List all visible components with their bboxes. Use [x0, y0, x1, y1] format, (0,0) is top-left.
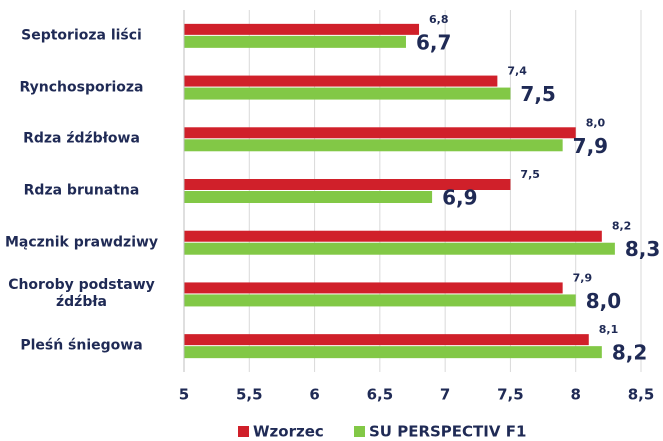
- x-tick-label: 7: [440, 386, 450, 404]
- value-label: 7,9: [573, 134, 608, 158]
- bar: [184, 346, 602, 359]
- bar: [184, 35, 406, 48]
- category-label: Choroby podstawy źdźbła: [8, 277, 155, 311]
- value-label: 7,9: [573, 271, 593, 284]
- bar: [184, 191, 433, 203]
- legend-swatch: [238, 426, 249, 437]
- value-label: 8,2: [612, 220, 632, 233]
- bar: [184, 75, 498, 87]
- category-label: Rdza brunatna: [23, 182, 140, 199]
- value-label: 8,3: [625, 237, 660, 261]
- bar: [184, 23, 420, 35]
- x-tick-label: 5: [179, 386, 189, 404]
- value-label: 8,0: [586, 116, 606, 129]
- x-tick-label: 5,5: [236, 386, 263, 404]
- category-label: Pleśń śniegowa: [20, 337, 143, 354]
- category-label: Rdza źdźbłowa: [23, 130, 140, 147]
- category-label: Septorioza liści: [21, 27, 142, 44]
- x-tick-label: 8,5: [628, 386, 655, 404]
- x-tick-label: 8: [570, 386, 580, 404]
- value-label: 7,5: [520, 82, 555, 106]
- category-label: Mącznik prawdziwy: [4, 234, 159, 251]
- legend-label: Wzorzec: [253, 423, 324, 441]
- bar: [184, 294, 576, 307]
- bar: [184, 87, 511, 100]
- legend-swatch: [354, 426, 365, 437]
- bar: [184, 139, 563, 152]
- bar: [184, 179, 511, 190]
- category-label: Rynchosporioza: [19, 79, 144, 96]
- x-tick-label: 6: [309, 386, 319, 404]
- value-label: 7,5: [520, 168, 540, 181]
- bar: [184, 127, 576, 139]
- value-label: 7,4: [507, 65, 527, 78]
- x-tick-label: 7,5: [497, 386, 524, 404]
- legend-label: SU PERSPECTIV F1: [369, 423, 526, 441]
- x-tick-label: 6,5: [367, 386, 394, 404]
- value-label: 6,7: [416, 30, 451, 54]
- value-label: 6,8: [429, 13, 449, 26]
- value-label: 8,1: [599, 323, 619, 336]
- bar: [184, 242, 615, 255]
- bar: [184, 230, 602, 242]
- bar: [184, 334, 589, 346]
- value-label: 8,0: [586, 289, 621, 313]
- value-label: 8,2: [612, 341, 647, 365]
- bar: [184, 282, 563, 294]
- value-label: 6,9: [442, 186, 477, 210]
